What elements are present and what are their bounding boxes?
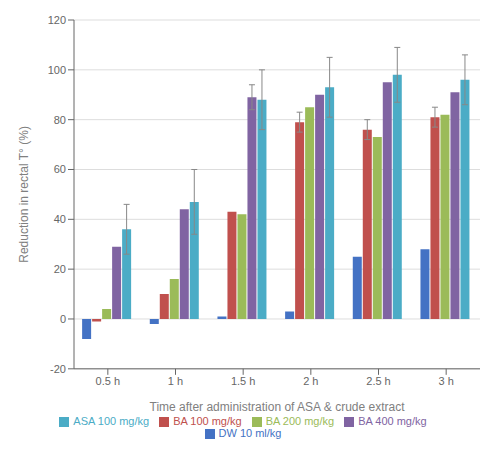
svg-text:3 h: 3 h [439,375,454,387]
html-text:ASA 100 mg/kg: ASA 100 mg/kg [73,414,150,427]
svg-text:120: 120 [48,14,66,26]
svg-text:0: 0 [60,313,66,325]
svg-text:80: 80 [54,114,66,126]
html-text:BA 200 mg/kg: BA 200 mg/kg [265,414,335,427]
svg-text:2 h: 2 h [303,375,318,387]
svg-text:-20: -20 [50,363,66,375]
svg-text:Reduction in rectal T° (%): Reduction in rectal T° (%) [17,126,31,263]
html-text:BA 100 mg/kg: BA 100 mg/kg [173,414,242,427]
svg-text:2.5 h: 2.5 h [366,375,390,387]
svg-text:1.5 h: 1.5 h [231,375,255,387]
svg-text:0.5 h: 0.5 h [96,375,120,387]
svg-text:1 h: 1 h [168,375,183,387]
svg-text:100: 100 [48,64,66,76]
svg-text:40: 40 [54,213,66,225]
html-text:BA 400 mg/kg: BA 400 mg/kg [358,414,427,427]
html-text:DW 10 ml/kg: DW 10 ml/kg [218,426,282,439]
svg-text:60: 60 [54,163,66,175]
svg-text:Time after administration of A: Time after administration of ASA & crude… [150,400,406,414]
svg-text:20: 20 [54,263,66,275]
